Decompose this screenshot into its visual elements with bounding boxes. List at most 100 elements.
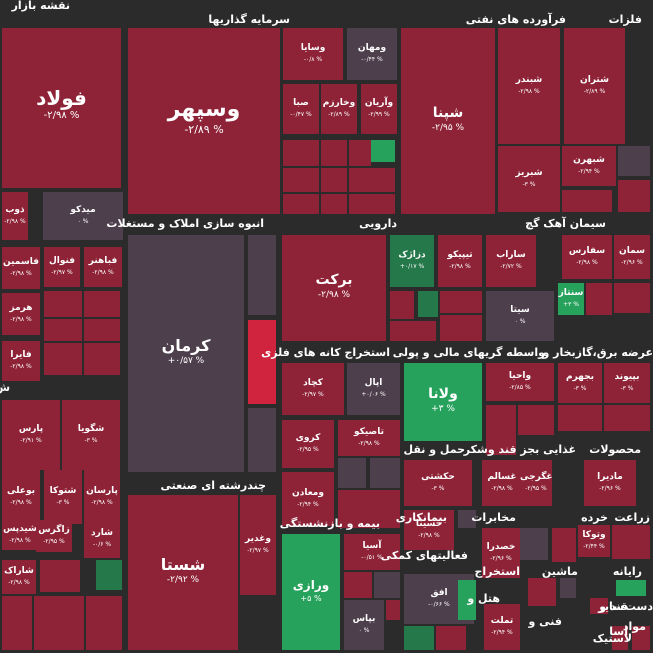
stock-tile[interactable]: شتوکا -۳ % — [44, 470, 82, 524]
stock-tile[interactable] — [283, 168, 319, 192]
stock-tile[interactable] — [349, 168, 395, 192]
stock-tile[interactable]: بپاس ۰ % — [344, 600, 384, 650]
stock-tile[interactable]: دزاژک +۰/۱۷ % — [390, 235, 434, 287]
stock-tile[interactable]: شبهرن -۲/۹۴ % — [562, 146, 616, 186]
stock-tile[interactable] — [586, 283, 612, 315]
stock-tile[interactable] — [618, 180, 650, 212]
stock-tile[interactable] — [283, 140, 319, 166]
stock-tile[interactable] — [520, 528, 548, 560]
stock-tile[interactable] — [248, 320, 276, 404]
stock-tile[interactable] — [44, 343, 82, 375]
stock-tile[interactable] — [612, 525, 636, 559]
stock-tile[interactable] — [338, 458, 366, 488]
stock-tile[interactable] — [2, 596, 32, 650]
stock-tile[interactable]: ولانا +۳ % — [404, 363, 482, 441]
stock-tile[interactable]: ورازی +۵ % — [282, 534, 340, 650]
stock-tile[interactable]: فاسمین -۲/۹۸ % — [2, 247, 40, 289]
stock-tile[interactable] — [349, 140, 371, 166]
stock-tile[interactable]: صبا -۰/۴۷ % — [283, 84, 319, 134]
stock-tile[interactable]: فباهنر -۲/۹۸ % — [84, 247, 122, 287]
stock-tile[interactable] — [618, 146, 650, 176]
stock-tile[interactable] — [518, 405, 554, 435]
stock-tile[interactable]: کروی -۲/۹۵ % — [282, 420, 334, 468]
stock-tile[interactable]: وسایا -۰/۸ % — [283, 28, 343, 80]
stock-tile[interactable]: شستا -۲/۹۲ % — [128, 495, 238, 650]
stock-tile[interactable]: وسپهر -۲/۸۹ % — [128, 28, 280, 214]
stock-tile[interactable]: وآریان -۲/۹۹ % — [361, 84, 397, 134]
stock-tile[interactable] — [338, 490, 400, 528]
stock-tile[interactable]: ذوب -۲/۹۸ % — [2, 192, 28, 240]
stock-tile[interactable] — [374, 572, 400, 598]
stock-tile[interactable]: شیدپس -۲/۹۸ % — [2, 520, 38, 550]
stock-tile[interactable] — [614, 283, 650, 313]
stock-tile[interactable] — [632, 626, 650, 650]
stock-tile[interactable] — [321, 168, 347, 192]
stock-tile[interactable] — [636, 525, 650, 559]
stock-tile[interactable]: شتران -۲/۸۹ % — [564, 28, 625, 144]
stock-tile[interactable] — [371, 140, 395, 162]
stock-tile[interactable] — [96, 560, 122, 590]
stock-tile[interactable] — [84, 343, 120, 375]
stock-tile[interactable]: تیپیکو -۲/۹۸ % — [438, 235, 482, 287]
stock-tile[interactable]: بجهرم -۳ % — [558, 363, 602, 403]
stock-tile[interactable] — [486, 405, 516, 455]
stock-tile[interactable]: بپیوند -۳ % — [604, 363, 650, 403]
stock-tile[interactable] — [562, 190, 612, 212]
stock-tile[interactable] — [84, 291, 120, 317]
stock-tile[interactable] — [370, 458, 400, 488]
stock-tile[interactable] — [248, 235, 276, 315]
stock-tile[interactable] — [604, 405, 650, 431]
stock-tile[interactable]: فنوال -۲/۹۷ % — [44, 247, 80, 287]
stock-tile[interactable] — [436, 626, 466, 650]
stock-tile[interactable]: بوعلی -۲/۹۸ % — [2, 470, 40, 524]
stock-tile[interactable] — [283, 194, 319, 214]
stock-tile[interactable]: هرمز -۲/۹۸ % — [2, 293, 40, 335]
stock-tile[interactable]: حسینا -۲/۹۸ % — [404, 510, 454, 550]
stock-tile[interactable]: واحیا -۲/۸۵ % — [486, 363, 554, 401]
stock-tile[interactable]: کچاد -۲/۹۷ % — [282, 363, 344, 415]
stock-tile[interactable]: سفارس -۲/۹۸ % — [562, 235, 612, 279]
stock-tile[interactable] — [40, 560, 80, 592]
stock-tile[interactable] — [248, 408, 276, 472]
stock-tile[interactable] — [558, 405, 602, 431]
stock-tile[interactable]: میدکو ۰ % — [43, 192, 123, 240]
stock-tile[interactable]: سنتاز +۳ % — [558, 283, 584, 315]
stock-tile[interactable] — [86, 596, 122, 650]
stock-tile[interactable] — [458, 580, 476, 620]
stock-tile[interactable] — [418, 291, 438, 317]
stock-tile[interactable]: پارس -۲/۹۱ % — [2, 400, 60, 470]
stock-tile[interactable]: غگرجی -۲/۹۵ % — [520, 460, 552, 506]
stock-tile[interactable]: پارسان -۲/۹۸ % — [84, 470, 120, 524]
stock-tile[interactable] — [84, 319, 120, 341]
stock-tile[interactable] — [344, 572, 372, 598]
stock-tile[interactable] — [552, 528, 576, 562]
stock-tile[interactable] — [34, 596, 84, 650]
stock-tile[interactable]: تاصیکو -۲/۹۸ % — [338, 420, 400, 456]
stock-tile[interactable]: آسیا -۰/۵۱ % — [344, 534, 400, 570]
stock-tile[interactable]: شاراک -۲/۹۸ % — [2, 560, 36, 594]
stock-tile[interactable]: ومعادن -۲/۹۴ % — [282, 472, 334, 526]
stock-tile[interactable]: شبریز -۳ % — [498, 146, 560, 212]
stock-tile[interactable]: تملت -۲/۹۴ % — [484, 604, 520, 650]
stock-tile[interactable]: شارد -۰/۶ % — [84, 520, 120, 558]
stock-tile[interactable] — [440, 291, 482, 313]
stock-tile[interactable]: ومهان -۰/۴۴ % — [347, 28, 397, 80]
stock-tile[interactable]: وتوکا -۲/۴۴ % — [578, 525, 610, 557]
stock-tile[interactable]: وغدیر -۲/۹۷ % — [240, 495, 276, 595]
stock-tile[interactable] — [321, 140, 347, 166]
stock-tile[interactable]: مادیرا -۲/۹۶ % — [584, 460, 636, 506]
stock-tile[interactable]: برکت -۲/۹۸ % — [282, 235, 386, 341]
stock-tile[interactable] — [44, 291, 82, 317]
stock-tile[interactable] — [590, 598, 608, 614]
stock-tile[interactable] — [44, 319, 82, 341]
stock-tile[interactable]: وخارزم -۲/۸۹ % — [321, 84, 357, 134]
stock-tile[interactable] — [349, 194, 395, 214]
stock-tile[interactable] — [458, 510, 476, 528]
stock-tile[interactable]: کرمان +۰/۵۷ % — [128, 235, 244, 472]
stock-tile[interactable] — [404, 626, 434, 650]
stock-tile[interactable]: فایرا -۲/۹۸ % — [2, 341, 40, 381]
stock-tile[interactable] — [440, 315, 482, 341]
stock-tile[interactable]: زاگرس -۲/۹۵ % — [36, 520, 72, 552]
stock-tile[interactable]: سیتا ۰ % — [486, 291, 554, 341]
stock-tile[interactable]: شبندر -۲/۹۸ % — [498, 28, 560, 144]
